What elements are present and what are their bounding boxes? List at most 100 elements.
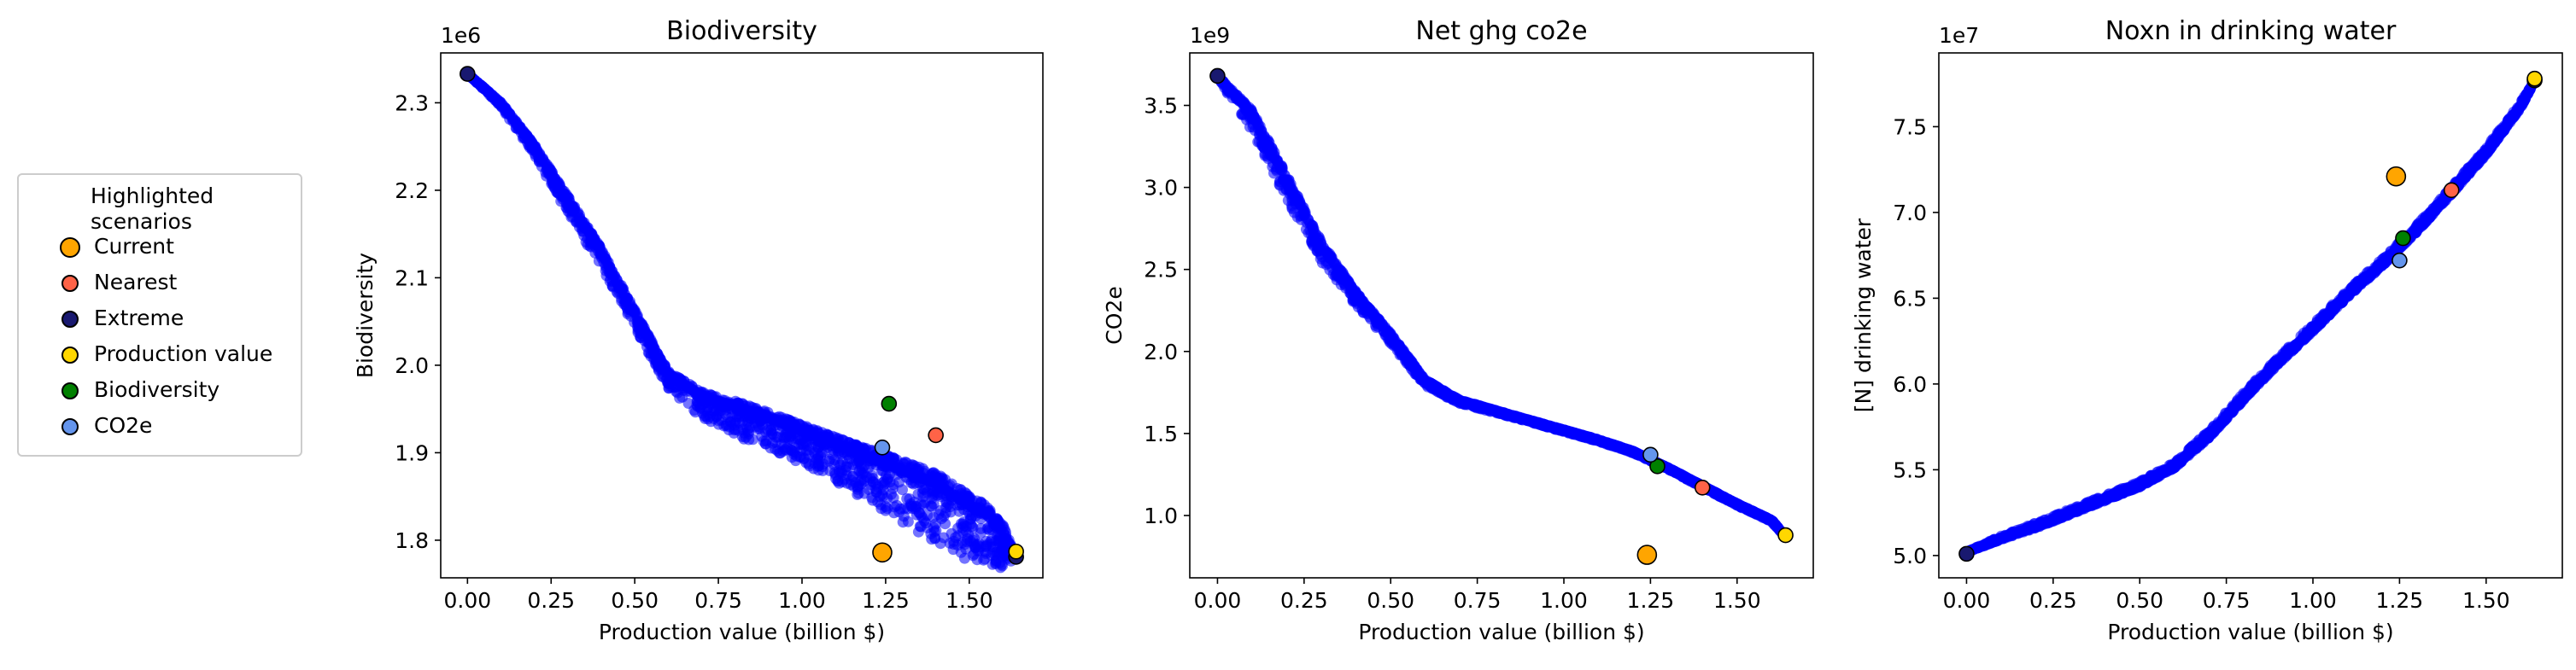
axis-offset-label: 1e6 bbox=[441, 23, 481, 48]
scatter-point bbox=[946, 527, 957, 539]
chart-2: Net ghg co2e 1e9 0.00 0.25 0.50 0.75 1.00 1.25 1… bbox=[1102, 16, 1814, 644]
x-tick-label: 0.50 bbox=[2116, 588, 2163, 613]
scenario-cloud bbox=[461, 68, 1022, 574]
highlight-nearest bbox=[2443, 182, 2460, 199]
x-tick-label: 1.25 bbox=[862, 588, 910, 613]
legend-marker bbox=[61, 275, 79, 292]
scatter-point bbox=[986, 533, 998, 545]
scatter-point bbox=[967, 550, 979, 562]
highlighted-scenarios bbox=[1209, 67, 1794, 565]
y-tick-label: 5.5 bbox=[1893, 457, 1927, 482]
legend-label: Production value bbox=[94, 341, 273, 366]
x-tick-label: 0.75 bbox=[1454, 588, 1502, 613]
scatter-point bbox=[919, 497, 931, 509]
scatter-point bbox=[929, 532, 941, 544]
scatter-point bbox=[951, 539, 963, 551]
chart-title: Net ghg co2e bbox=[1415, 16, 1587, 46]
scatter-point bbox=[743, 434, 755, 446]
highlight-production-value bbox=[1008, 543, 1024, 560]
legend-item-current: Current bbox=[19, 230, 301, 265]
scatter-point bbox=[928, 511, 940, 523]
highlight-biodiversity bbox=[881, 395, 898, 412]
x-tick-label: 1.50 bbox=[1713, 588, 1761, 613]
x-tick-label: 1.00 bbox=[2289, 588, 2337, 613]
x-tick-label: 0.00 bbox=[1943, 588, 1991, 613]
x-tick-label: 1.25 bbox=[1627, 588, 1675, 613]
highlight-current bbox=[2386, 166, 2407, 187]
x-tick-label: 1.50 bbox=[946, 588, 993, 613]
scatter-point bbox=[833, 465, 845, 476]
x-tick-label: 1.25 bbox=[2376, 588, 2424, 613]
x-tick-label: 0.25 bbox=[2029, 588, 2077, 613]
highlight-current bbox=[872, 542, 893, 563]
y-tick-label: 2.0 bbox=[395, 353, 429, 378]
x-tick-label: 0.25 bbox=[527, 588, 575, 613]
highlight-nearest bbox=[928, 427, 944, 444]
legend-item-nearest: Nearest bbox=[19, 266, 301, 300]
x-tick-label: 0.50 bbox=[611, 588, 659, 613]
scatter-point bbox=[794, 451, 805, 463]
scatter-point bbox=[694, 401, 706, 413]
scatter-point bbox=[858, 460, 870, 471]
highlight-current bbox=[1636, 545, 1658, 565]
legend-label: CO2e bbox=[94, 413, 153, 438]
legend-marker bbox=[61, 347, 79, 364]
y-axis-label: Biodiversity bbox=[353, 253, 378, 378]
x-axis-label: Production value (billion $) bbox=[599, 620, 885, 644]
scatter-point bbox=[828, 454, 840, 466]
legend-title-line1: Highlighted bbox=[91, 184, 214, 208]
scatter-point bbox=[975, 541, 986, 553]
plot-frame bbox=[1189, 52, 1814, 579]
x-tick-label: 1.00 bbox=[1540, 588, 1588, 613]
y-tick-label: 2.1 bbox=[395, 265, 429, 290]
highlight-extreme bbox=[1958, 545, 1975, 562]
scatter-point bbox=[918, 515, 930, 527]
highlight-extreme bbox=[1209, 67, 1226, 84]
y-tick-label: 1.5 bbox=[1144, 422, 1178, 446]
scenario-cloud bbox=[1211, 70, 1792, 543]
x-tick-label: 0.00 bbox=[1194, 588, 1242, 613]
scatter-point bbox=[782, 442, 793, 454]
legend-marker bbox=[61, 418, 79, 435]
highlight-co2e bbox=[1642, 446, 1659, 463]
highlight-nearest bbox=[1694, 479, 1711, 496]
legend-title-line2: scenarios bbox=[91, 209, 192, 234]
scatter-point bbox=[836, 476, 848, 487]
legend-label: Extreme bbox=[94, 306, 184, 330]
scatter-point bbox=[905, 498, 916, 510]
axis-offset-label: 1e7 bbox=[1939, 23, 1979, 48]
legend-marker bbox=[61, 311, 79, 328]
y-tick-label: 3.5 bbox=[1144, 94, 1178, 119]
y-tick-label: 5.0 bbox=[1893, 544, 1927, 568]
legend-marker bbox=[61, 382, 79, 399]
highlight-production-value bbox=[2526, 70, 2543, 87]
scatter-point bbox=[728, 427, 740, 439]
highlight-co2e bbox=[2392, 252, 2408, 269]
scatter-point bbox=[795, 438, 807, 450]
y-tick-label: 1.8 bbox=[395, 528, 429, 553]
x-tick-label: 0.50 bbox=[1367, 588, 1414, 613]
scatter-point bbox=[878, 475, 890, 487]
scatter-point bbox=[897, 516, 909, 528]
axis-offset-label: 1e9 bbox=[1190, 23, 1230, 48]
legend-item-co2e: CO2e bbox=[19, 410, 301, 444]
highlighted-scenarios bbox=[1958, 70, 2543, 562]
y-tick-label: 3.0 bbox=[1144, 176, 1178, 201]
x-tick-label: 0.25 bbox=[1280, 588, 1328, 613]
y-tick-label: 2.0 bbox=[1144, 340, 1178, 364]
y-tick-label: 2.2 bbox=[395, 178, 429, 203]
highlighted-scenarios bbox=[460, 66, 1024, 565]
scatter-point bbox=[922, 486, 934, 498]
scatter-point bbox=[817, 461, 828, 473]
scatter-point bbox=[858, 487, 870, 499]
legend-label: Nearest bbox=[94, 270, 178, 294]
legend-item-extreme: Extreme bbox=[19, 302, 301, 336]
x-tick-label: 1.50 bbox=[2462, 588, 2510, 613]
highlight-biodiversity bbox=[2395, 230, 2411, 247]
scatter-point bbox=[893, 476, 905, 488]
scatter-point bbox=[846, 471, 858, 482]
y-tick-label: 2.5 bbox=[1144, 258, 1178, 283]
scatter-point bbox=[856, 474, 868, 486]
